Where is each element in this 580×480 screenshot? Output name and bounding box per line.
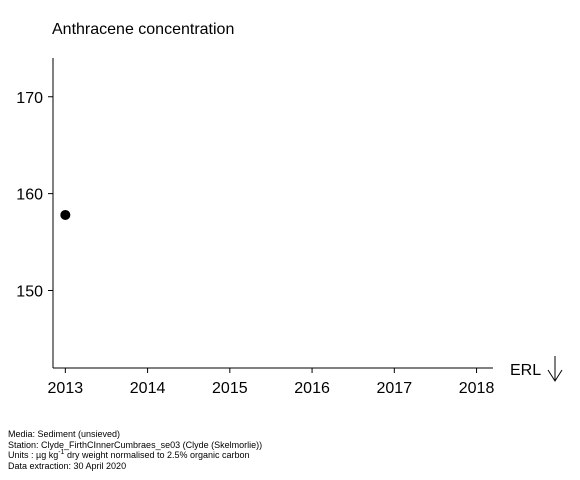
data-point <box>60 209 71 220</box>
y-tick-label: 150 <box>16 284 43 301</box>
x-tick-label: 2016 <box>294 380 330 397</box>
footer-station: Station: Clyde_FirthCInnerCumbraes_se03 … <box>8 439 263 450</box>
footer-extraction: Data extraction: 30 April 2020 <box>8 460 127 471</box>
units-exponent: -1 <box>58 449 65 456</box>
x-tick-label: 2014 <box>130 380 166 397</box>
footer-units: Units : µg kg-1 dry weight normalised to… <box>8 449 262 461</box>
data-points <box>60 209 71 220</box>
footer-media: Media: Sediment (unsieved) <box>8 429 121 439</box>
y-tick-label: 170 <box>16 90 43 107</box>
erl-label: ERL <box>510 362 541 379</box>
footer: Media: Sediment (unsieved) Station: Clyd… <box>8 429 262 471</box>
chart: Anthracene concentration 150 160 170 2013 20… <box>16 21 563 397</box>
chart-title: Anthracene concentration <box>52 21 234 38</box>
axes: 150 160 170 2013 2014 2015 2016 2017 2018 <box>16 58 494 397</box>
x-tick-label: 2018 <box>459 380 495 397</box>
y-tick-label: 160 <box>16 187 43 204</box>
x-tick-label: 2013 <box>48 380 84 397</box>
x-tick-label: 2015 <box>212 380 248 397</box>
units-prefix: Units : µg kg <box>8 450 59 460</box>
erl-down-arrow-icon <box>547 356 563 382</box>
x-tick-label: 2017 <box>377 380 413 397</box>
units-suffix: dry weight normalised to 2.5% organic ca… <box>64 450 250 460</box>
